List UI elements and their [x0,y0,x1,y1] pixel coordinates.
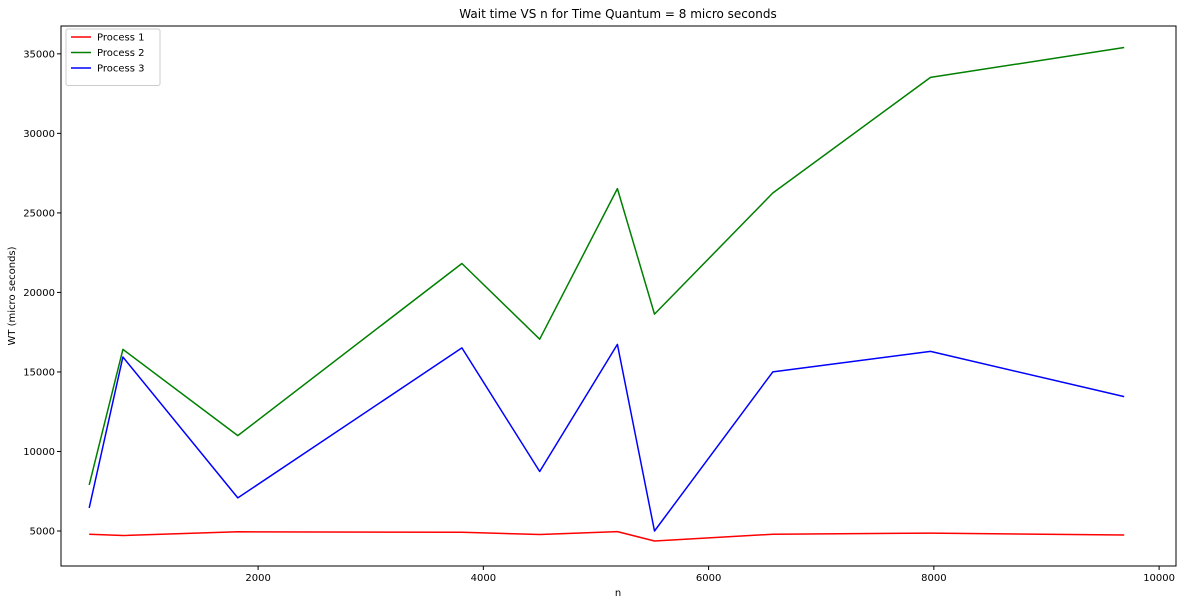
x-tick-label: 6000 [696,573,721,584]
y-tick-label: 35000 [23,49,55,60]
y-tick-label: 20000 [23,288,55,299]
plot-frame [60,25,1177,567]
y-axis-label: WT (micro seconds) [7,246,18,345]
y-tick-label: 10000 [23,447,55,458]
series-lines [88,46,1125,542]
x-tick-label: 8000 [921,573,946,584]
x-tick-label: 4000 [471,573,496,584]
x-tick-label: 2000 [245,573,270,584]
legend: Process 1 Process 2 Process 3 [65,28,161,86]
x-axis-label: n [615,588,621,599]
legend-box [65,28,161,86]
process-1-line [89,530,1125,542]
chart-title: Wait time VS n for Time Quantum = 8 micr… [459,7,776,21]
y-tick-label: 15000 [23,367,55,378]
y-tick-label: 25000 [23,208,55,219]
legend-label-process-2: Process 2 [97,48,144,59]
y-axis: 5000 10000 15000 20000 25000 30000 35000 [23,49,61,538]
legend-label-process-1: Process 1 [97,33,144,44]
legend-label-process-3: Process 3 [97,64,144,75]
process-2-line [88,46,1125,486]
y-tick-label: 5000 [30,527,55,538]
process-3-line [88,343,1125,532]
y-tick-label: 30000 [23,129,55,140]
x-tick-label: 10000 [1143,573,1175,584]
x-axis: 2000 4000 6000 8000 10000 [245,566,1175,584]
